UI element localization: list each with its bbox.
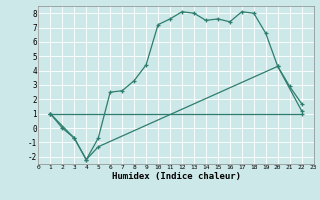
X-axis label: Humidex (Indice chaleur): Humidex (Indice chaleur)	[111, 172, 241, 181]
